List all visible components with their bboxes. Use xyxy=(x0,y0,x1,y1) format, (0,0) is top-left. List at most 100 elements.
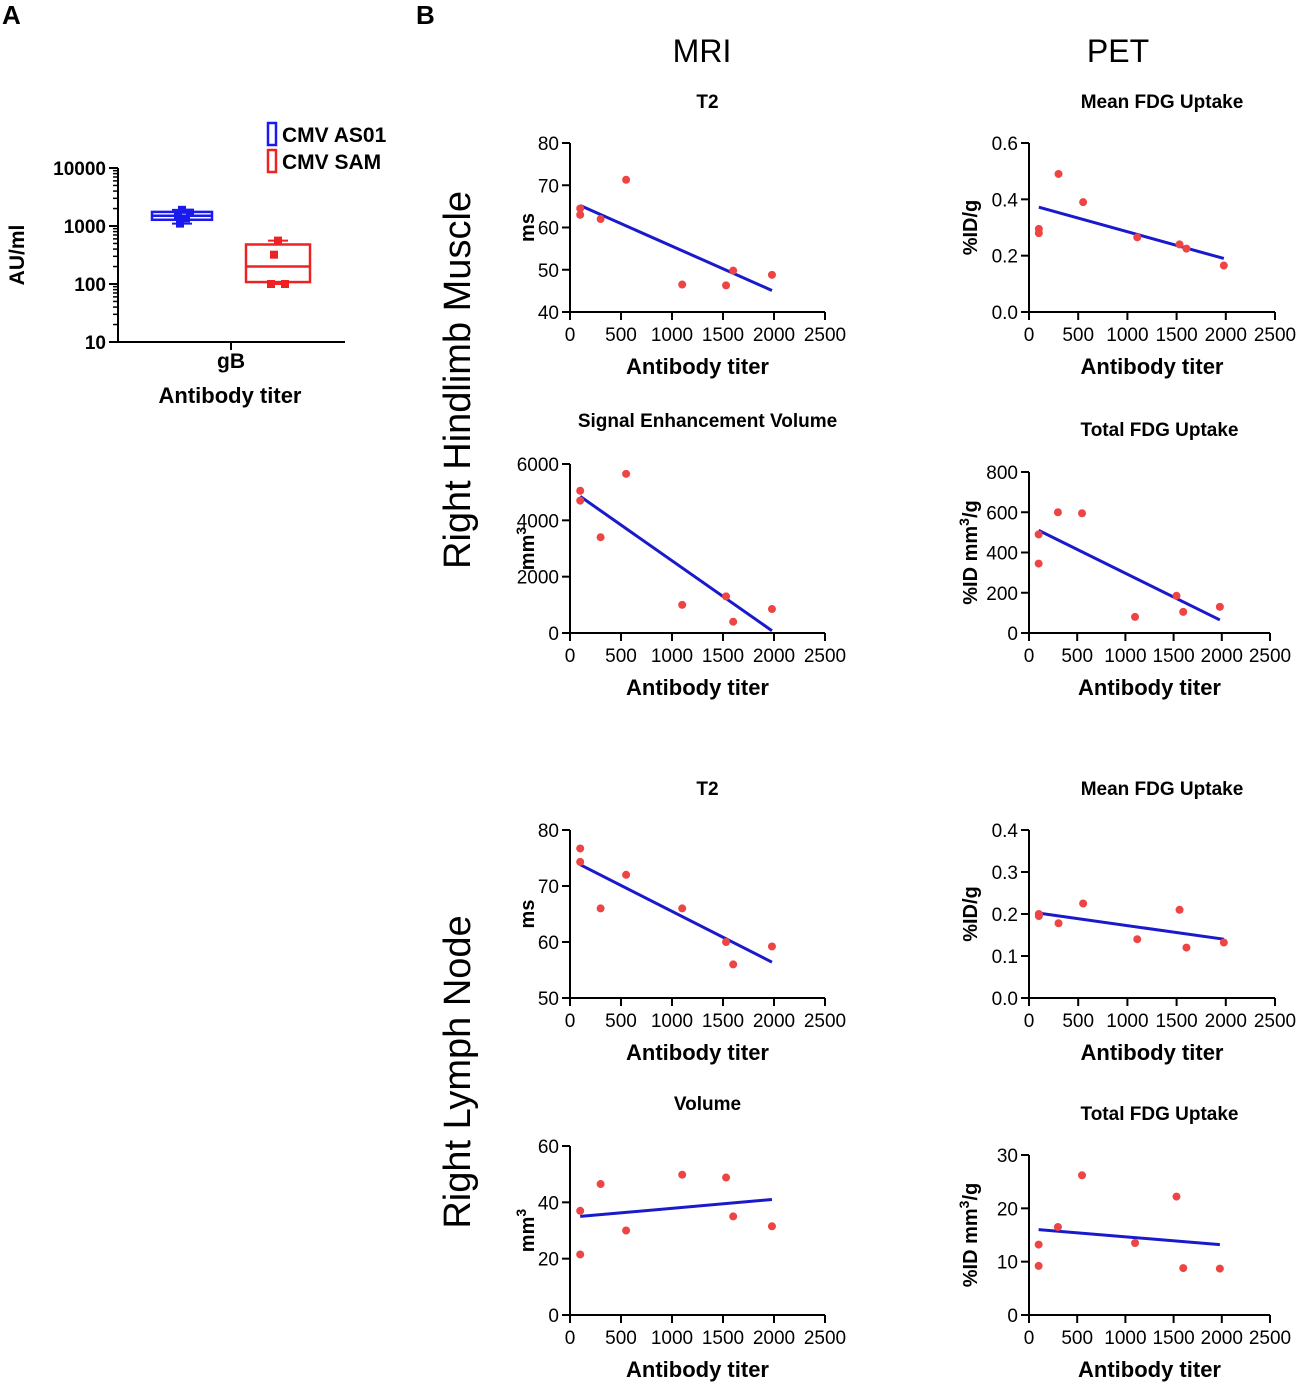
chart-a-category-label: gB xyxy=(217,350,245,373)
chart-b1-xtick-label: 1000 xyxy=(651,325,693,346)
chart-b7-xtick-label: 500 xyxy=(605,1328,637,1349)
chart-b3-xtick-label: 500 xyxy=(605,646,637,667)
chart-b1-point xyxy=(576,204,585,213)
chart-b8-point xyxy=(1053,1223,1062,1231)
chart-b4-ytick-label: 200 xyxy=(986,584,1018,605)
chart-a-point xyxy=(178,205,186,214)
chart-b5-xtick-label: 1500 xyxy=(702,1011,744,1032)
chart-b3-point xyxy=(678,600,687,609)
chart-b7-fit-line xyxy=(580,1198,773,1218)
chart-b3-point xyxy=(729,617,738,626)
chart-b1-point xyxy=(576,210,585,219)
chart-b6-ytick-label: 0.3 xyxy=(992,863,1018,884)
chart-b4-ytick-label: 800 xyxy=(986,463,1018,484)
chart-b7-point xyxy=(767,1222,776,1231)
chart-b7-xtick-label: 2500 xyxy=(804,1328,846,1349)
chart-b2-point xyxy=(1219,261,1228,270)
chart-b2-xtick-label: 0 xyxy=(1024,325,1035,346)
chart-b3: Signal Enhancement Volume 0 2000 4000 6000 0 5… xyxy=(513,411,846,700)
chart-a-ytick-label: 10 xyxy=(85,333,106,354)
chart-b3-xtick-label: 2000 xyxy=(753,646,795,667)
chart-b2-y-axis-label: %ID/g xyxy=(960,200,982,256)
chart-a-point xyxy=(274,236,282,245)
chart-b6-xtick-label: 2500 xyxy=(1254,1011,1296,1032)
chart-b1-ytick-label: 80 xyxy=(538,134,559,155)
chart-b7: Volume 0 20 40 60 0 500 1000 1500 2000 2500 Antibod… xyxy=(513,1094,846,1382)
chart-b6-point xyxy=(1175,905,1184,914)
chart-a-legend-label: CMV AS01 xyxy=(282,124,387,147)
chart-b7-point xyxy=(729,1212,738,1221)
chart-a-box-sam xyxy=(244,243,312,284)
chart-b5-xtick-label: 1000 xyxy=(651,1011,693,1032)
chart-b4-xtick-label: 2500 xyxy=(1249,646,1291,667)
chart-b1-point xyxy=(596,215,605,224)
chart-b6-xtick-label: 1000 xyxy=(1106,1011,1148,1032)
chart-b6-point xyxy=(1133,935,1142,944)
chart-b3-point xyxy=(576,496,585,505)
chart-a-legend-swatch xyxy=(266,121,278,147)
chart-b8-point xyxy=(1034,1261,1043,1270)
chart-b7-ytick-label: 40 xyxy=(538,1193,559,1214)
chart-b3-xtick-label: 1500 xyxy=(702,646,744,667)
chart-b1-point xyxy=(622,175,631,184)
chart-b8-point xyxy=(1215,1264,1224,1273)
chart-b3-x-axis-label: Antibody titer xyxy=(626,675,769,700)
chart-b7-y-axis-label: mm3 xyxy=(513,1209,539,1253)
chart-b8-xtick-label: 0 xyxy=(1024,1328,1035,1349)
chart-b1-xtick-label: 1500 xyxy=(702,325,744,346)
chart-b1-xtick-label: 2000 xyxy=(753,325,795,346)
chart-b3-xtick-label: 0 xyxy=(565,646,576,667)
chart-b8-y-axis-label: %ID mm3/g xyxy=(956,1183,982,1287)
chart-b8-ytick-label: 0 xyxy=(1007,1306,1018,1327)
chart-b6-point xyxy=(1034,912,1043,921)
chart-b4-xtick-label: 1500 xyxy=(1152,646,1194,667)
chart-b2-xtick-label: 2500 xyxy=(1254,325,1296,346)
chart-b4-title: Total FDG Uptake xyxy=(1081,420,1239,441)
chart-b5-ytick-label: 50 xyxy=(538,989,559,1010)
chart-b2-x-axis-label: Antibody titer xyxy=(1081,354,1224,379)
chart-a-ytick-label: 100 xyxy=(74,275,106,296)
chart-b4-ytick-label: 400 xyxy=(986,544,1018,565)
chart-b4-xtick-label: 500 xyxy=(1061,646,1093,667)
chart-b5: T2 50 60 70 80 0 500 1000 1500 2000 2500 Antibody t… xyxy=(517,779,846,1065)
chart-b2-ytick-label: 0.0 xyxy=(992,303,1018,324)
chart-b3-point xyxy=(576,486,585,495)
chart-b7-ytick-label: 60 xyxy=(538,1137,559,1158)
chart-b6-ytick-label: 0.2 xyxy=(992,905,1018,926)
chart-b5-fit-line xyxy=(579,863,773,964)
chart-b7-point xyxy=(576,1250,585,1259)
chart-b6: Mean FDG Uptake 0.0 0.1 0.2 0.3 0.4 0 500 1000 15… xyxy=(960,779,1296,1065)
chart-a-point xyxy=(176,219,184,228)
chart-b6-xtick-label: 500 xyxy=(1062,1011,1094,1032)
chart-b4-point xyxy=(1172,591,1181,600)
chart-b2-point xyxy=(1175,240,1184,249)
chart-b4-point xyxy=(1078,509,1087,518)
chart-b7-xtick-label: 0 xyxy=(565,1328,576,1349)
chart-b5-point xyxy=(678,904,687,913)
chart-b7-ytick-label: 20 xyxy=(538,1250,559,1271)
chart-b8-point xyxy=(1078,1171,1087,1180)
chart-b8-xtick-label: 2500 xyxy=(1249,1328,1291,1349)
chart-b1-title: T2 xyxy=(696,92,718,113)
chart-b1-ytick-label: 50 xyxy=(538,261,559,282)
chart-b4-xtick-label: 0 xyxy=(1024,646,1035,667)
chart-b7-point xyxy=(596,1180,605,1189)
chart-a-point xyxy=(182,214,190,223)
row-label-muscle: Right Hindlimb Muscle xyxy=(437,191,479,569)
chart-b8-point xyxy=(1172,1192,1181,1201)
chart-b2-point xyxy=(1133,233,1142,242)
chart-b5-xtick-label: 2000 xyxy=(753,1011,795,1032)
chart-b5-title: T2 xyxy=(696,779,718,800)
chart-b3-ytick-label: 6000 xyxy=(517,455,559,476)
chart-b5-point xyxy=(576,844,585,853)
chart-b1-point xyxy=(678,280,687,289)
chart-b2-xtick-label: 1500 xyxy=(1155,325,1197,346)
chart-a-point xyxy=(270,250,278,259)
chart-b4-ytick-label: 0 xyxy=(1007,624,1018,645)
chart-b7-point xyxy=(622,1226,631,1235)
chart-b6-x-axis-label: Antibody titer xyxy=(1081,1040,1224,1065)
chart-b8-point xyxy=(1179,1264,1188,1273)
panel-label-b: B xyxy=(416,0,435,30)
